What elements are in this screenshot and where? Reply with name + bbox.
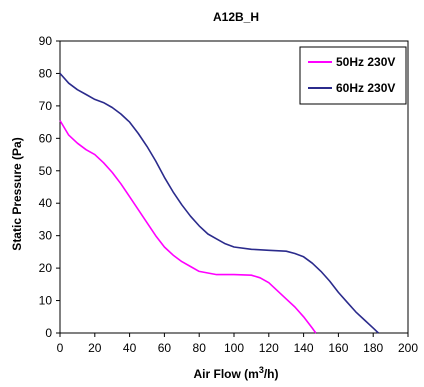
y-tick-label: 30: [39, 229, 53, 243]
x-tick-label: 120: [259, 341, 279, 355]
y-tick-label: 60: [39, 131, 53, 145]
plot-area: 0 10 20 30 40 50 60 70 80 90 0 20 40 60 80 100 120 140 160…: [39, 34, 419, 355]
legend: 50Hz 230V 60Hz 230V: [299, 46, 407, 105]
x-tick-label: 60: [158, 341, 172, 355]
x-tick-label: 80: [193, 341, 207, 355]
y-tick-label: 20: [39, 261, 53, 275]
x-tick-label: 140: [294, 341, 314, 355]
legend-box: [299, 46, 407, 105]
series-line-1: [59, 120, 317, 334]
x-tick-label: 180: [363, 341, 383, 355]
series-line-2: [59, 72, 379, 334]
y-tick-label: 0: [45, 326, 52, 340]
y-tick-label: 70: [39, 99, 53, 113]
x-tick-label: 0: [57, 341, 64, 355]
x-axis-title: Air Flow (m3/h): [193, 365, 278, 381]
x-tick-label: 200: [398, 341, 418, 355]
y-tick-label: 10: [39, 294, 53, 308]
x-tick-label: 160: [328, 341, 348, 355]
y-tick-label: 50: [39, 164, 53, 178]
chart-title: A12B_H: [213, 10, 259, 24]
x-axis-title-main: Air Flow (m: [193, 367, 258, 381]
y-tick-label: 90: [39, 34, 53, 48]
x-tick-label: 40: [123, 341, 137, 355]
y-axis-title: Static Pressure (Pa): [10, 137, 24, 250]
y-tick-label: 40: [39, 196, 53, 210]
x-tick-label: 100: [224, 341, 244, 355]
x-axis-title-superscript: 3: [259, 365, 264, 375]
legend-label-2: 60Hz 230V: [336, 81, 395, 95]
y-tick-label: 80: [39, 66, 53, 80]
x-tick-label: 20: [88, 341, 102, 355]
x-axis-title-tail: /h): [264, 367, 279, 381]
legend-label-1: 50Hz 230V: [336, 55, 395, 69]
